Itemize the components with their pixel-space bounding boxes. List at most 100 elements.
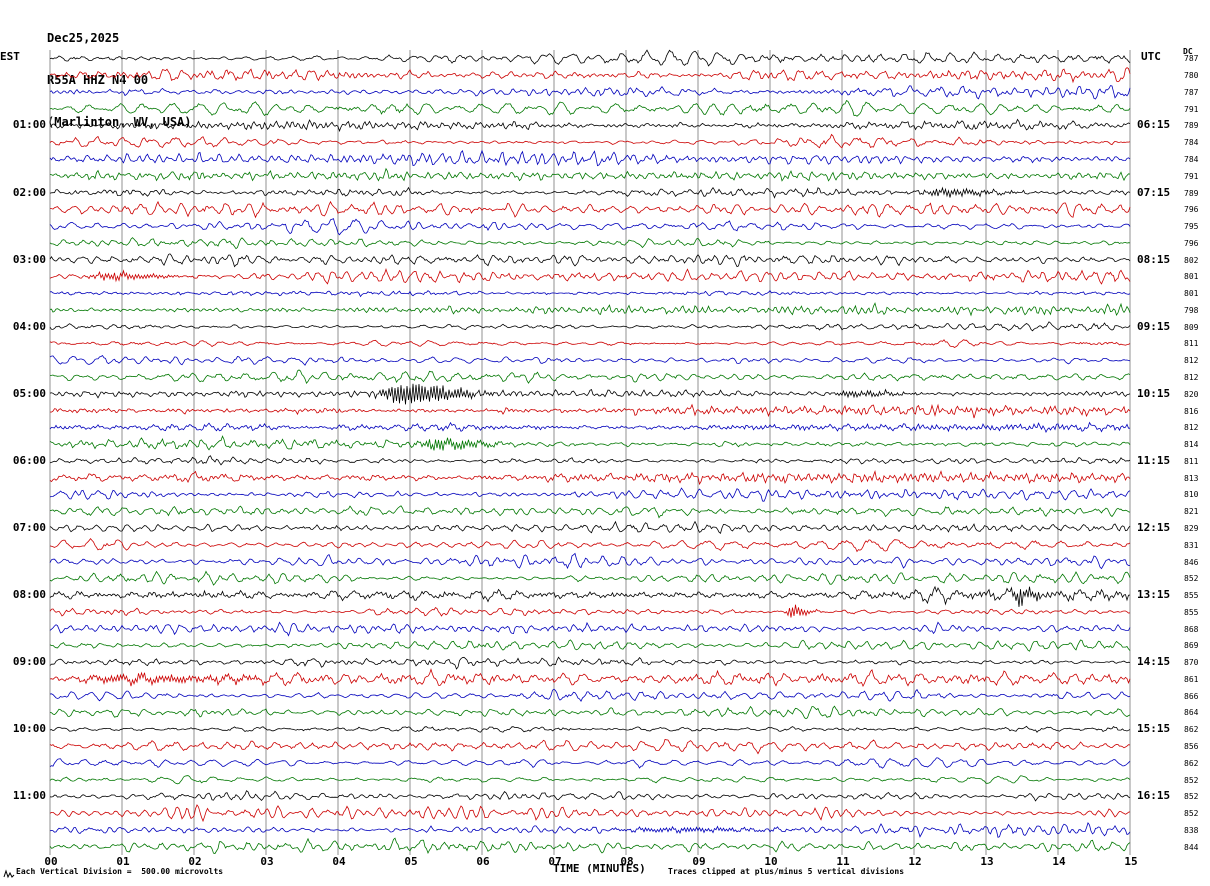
right-hour-label: 07:15: [1137, 185, 1171, 199]
seismic-trace: [49, 537, 1131, 553]
seismic-trace: [49, 705, 1131, 720]
seismic-trace: [49, 688, 1131, 703]
x-tick-label: 06: [476, 855, 490, 868]
x-tick-label: 01: [116, 855, 130, 868]
dc-offset-value: 789: [1184, 121, 1199, 131]
dc-offset-value: 852: [1184, 792, 1199, 802]
seismic-trace: [49, 505, 1131, 519]
dc-offset-value: 844: [1184, 842, 1199, 852]
dc-offset-value: 812: [1184, 356, 1199, 366]
right-hour-label: 10:15: [1137, 386, 1171, 400]
dc-offset-value: 801: [1184, 272, 1199, 282]
seismic-trace: [49, 149, 1131, 167]
dc-offset-value: 811: [1184, 456, 1199, 466]
dc-offset-value: 796: [1184, 238, 1199, 248]
seismic-trace: [49, 67, 1131, 84]
dc-offset-value: 852: [1184, 574, 1199, 584]
x-tick-label: 08: [620, 855, 634, 868]
seismic-trace: [49, 218, 1131, 236]
dc-offset-value: 810: [1184, 490, 1199, 500]
dc-offset-value: 795: [1184, 222, 1199, 232]
scale-note: Each Vertical Division = 500.00 microvol…: [16, 867, 224, 876]
dc-offset-value: 812: [1184, 423, 1199, 433]
x-tick-label: 07: [548, 855, 562, 868]
x-tick-label: 03: [260, 855, 274, 868]
dc-offset-value: 787: [1184, 87, 1199, 97]
header-date: Dec25,2025: [47, 31, 120, 45]
seismic-trace: [49, 585, 1131, 607]
seismic-trace: [49, 403, 1131, 419]
dc-offset-value: 812: [1184, 373, 1199, 383]
seismic-trace: [49, 455, 1131, 466]
dc-offset-value: 791: [1184, 104, 1199, 114]
x-tick-label: 14: [1052, 855, 1066, 868]
seismic-trace: [50, 369, 1131, 384]
dc-offset-value: 801: [1184, 289, 1199, 299]
seismic-trace: [49, 757, 1131, 769]
dc-offset-value: 838: [1184, 825, 1199, 835]
dc-offset-value: 816: [1184, 406, 1199, 416]
x-tick-label: 11: [836, 855, 850, 868]
x-tick-label: 10: [764, 855, 778, 868]
seismic-trace: [49, 321, 1131, 332]
left-hour-label: 01:00: [12, 118, 46, 132]
x-tick-label: 00: [44, 855, 58, 868]
seismic-trace: [50, 200, 1131, 219]
left-hour-label: 05:00: [12, 386, 46, 400]
x-tick-label: 15: [1124, 855, 1138, 868]
dc-offset-value: 809: [1184, 322, 1199, 332]
clip-note: Traces clipped at plus/minus 5 vertical …: [668, 867, 905, 876]
seismic-trace: [49, 302, 1131, 317]
seismic-trace: [49, 470, 1131, 486]
x-tick-label: 13: [980, 855, 994, 868]
right-axis-title: UTC: [1141, 50, 1161, 63]
dc-offset-value: 784: [1184, 155, 1199, 164]
dc-offset-value: 855: [1184, 607, 1199, 617]
seismic-trace: [49, 604, 1131, 618]
seismic-trace: [49, 520, 1131, 534]
dc-offset-value: 829: [1184, 523, 1199, 533]
seismic-trace: [49, 383, 1131, 405]
seismic-trace: [49, 237, 1131, 250]
dc-offset-value: 784: [1184, 138, 1199, 148]
right-hour-label: 06:15: [1137, 118, 1171, 132]
dc-offset-value: 813: [1184, 473, 1199, 483]
dc-offset-value: 870: [1184, 658, 1199, 668]
dc-offset-value: 787: [1184, 54, 1199, 64]
seismic-trace: [49, 668, 1131, 688]
seismic-trace: [49, 186, 1131, 199]
right-hour-label: 11:15: [1137, 453, 1171, 467]
x-tick-label: 04: [332, 855, 346, 868]
dc-offset-value: 846: [1184, 557, 1199, 567]
dc-offset-value: 789: [1184, 188, 1199, 198]
seismic-trace: [49, 804, 1131, 823]
seismic-trace: [49, 133, 1131, 149]
seismic-trace: [49, 118, 1131, 133]
x-tick-label: 05: [404, 855, 418, 868]
seismic-trace: [49, 639, 1131, 652]
left-hour-label: 06:00: [12, 453, 46, 467]
left-hour-label: 08:00: [12, 588, 46, 602]
dc-offset-value: 861: [1184, 674, 1199, 684]
left-hour-label: 03:00: [12, 252, 46, 266]
x-tick-label: 09: [692, 855, 706, 868]
dc-offset-value: 798: [1184, 305, 1199, 315]
left-hour-label: 10:00: [12, 722, 46, 736]
seismic-trace: [49, 739, 1131, 755]
seismic-trace: [49, 822, 1131, 838]
seismic-trace: [49, 487, 1131, 502]
x-axis-title: TIME (MINUTES): [553, 862, 646, 875]
dc-offset-value: 852: [1184, 809, 1199, 819]
dc-offset-value: 855: [1184, 591, 1199, 601]
dc-offset-value: 862: [1184, 758, 1199, 768]
seismic-trace: [49, 339, 1131, 348]
left-axis-title: EST: [0, 50, 20, 63]
x-tick-label: 12: [908, 855, 922, 868]
seismic-trace: [49, 725, 1131, 733]
seismic-trace: [49, 253, 1131, 268]
dc-offset-value: 820: [1184, 389, 1199, 399]
dc-offset-value: 869: [1184, 641, 1199, 651]
seismic-trace: [49, 552, 1131, 570]
right-hour-label: 13:15: [1137, 588, 1171, 602]
